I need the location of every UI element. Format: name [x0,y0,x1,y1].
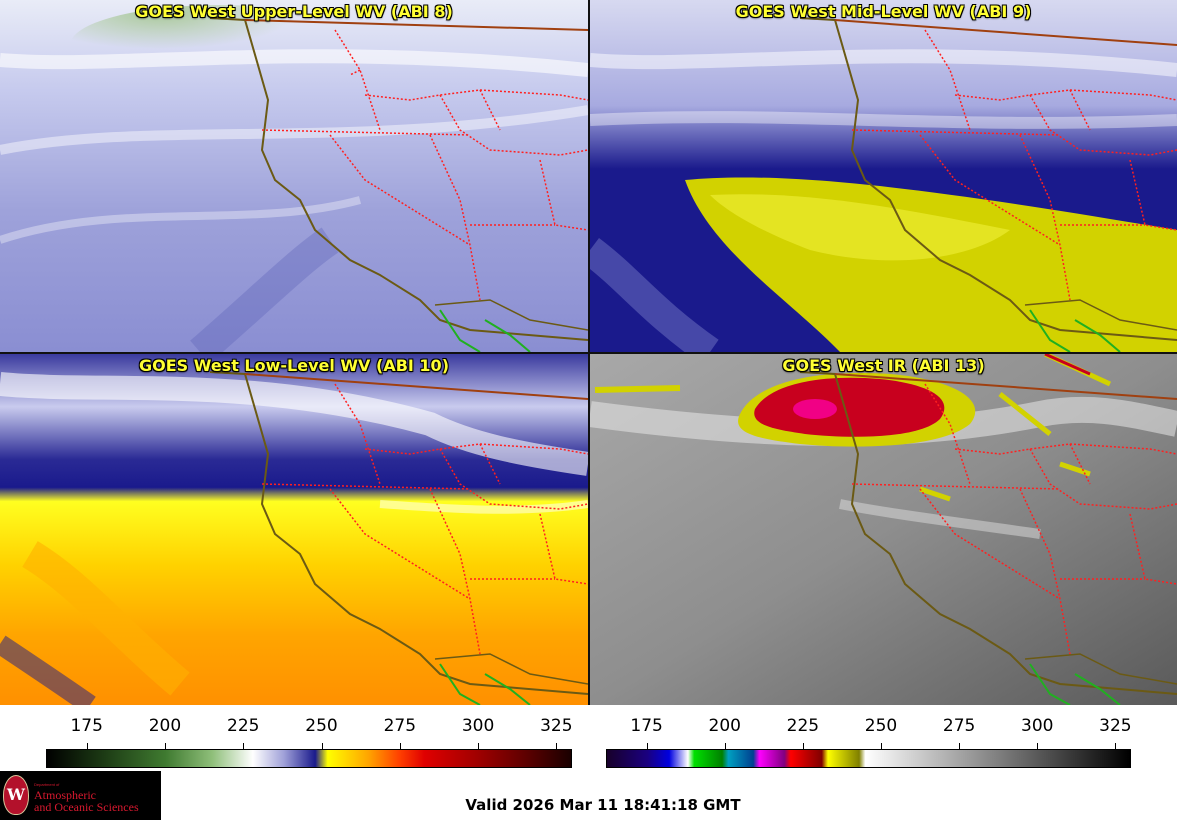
logo-line-1: Atmospheric [34,788,96,802]
mid-level-wv-title: GOES West Mid-Level WV (ABI 9) [735,2,1032,21]
logo-line-2: and Oceanic Sciences [34,800,139,814]
ir-panel: GOES West IR (ABI 13) [590,354,1177,705]
wv-tick-label-300: 300 [461,716,495,736]
ir-tick-mark [1037,743,1039,749]
ir-tick-mark [646,743,648,749]
wv-tick-label-275: 275 [383,716,417,736]
ir-tick-mark [881,743,882,749]
wv-colorbar-ticks: 175 200 225 250 275 300 325 [46,716,573,749]
mid-level-wv-image [590,0,1177,352]
wv-tick-mark [556,743,558,749]
ir-tick-label-275: 275 [942,716,976,736]
wv-tick-mark [399,743,401,749]
wv-tick-label-175: 175 [70,716,103,736]
ir-tick-label-175: 175 [630,716,663,736]
wv-tick-mark [164,743,166,749]
uw-seal-icon: W [3,775,29,815]
wv-tick-label-325: 325 [540,716,573,736]
ir-colorbar [606,749,1131,768]
low-level-wv-title: GOES West Low-Level WV (ABI 10) [138,356,449,375]
wv-tick-mark [321,743,323,749]
ir-tick-mark [1115,743,1117,749]
upper-level-wv-title: GOES West Upper-Level WV (ABI 8) [135,2,453,21]
ir-tick-label-225: 225 [786,716,820,736]
ir-tick-label-200: 200 [708,716,741,736]
wv-tick-label-250: 250 [305,716,338,736]
ir-tick-mark [724,743,726,749]
ir-title: GOES West IR (ABI 13) [782,356,985,375]
upper-level-wv-panel: GOES West Upper-Level WV (ABI 8) [0,0,588,352]
panel-divider-horizontal [0,352,1177,354]
mid-level-wv-panel: GOES West Mid-Level WV (ABI 9) [590,0,1177,352]
wv-tick-label-225: 225 [227,716,260,736]
wv-tick-mark [243,743,245,749]
ir-image [590,354,1177,705]
wv-tick-mark [478,743,480,749]
ir-tick-mark [802,743,804,749]
ir-tick-label-325: 325 [1099,716,1132,736]
valid-time: Valid 2026 Mar 11 18:41:18 GMT [465,796,741,814]
wv-colorbar [46,749,572,768]
ir-tick-mark [959,743,961,749]
ir-colorbar-ticks: 175 200 225 250 275 300 325 [606,716,1132,749]
wv-tick-mark [86,743,88,749]
low-level-wv-panel: GOES West Low-Level WV (ABI 10) [0,354,588,705]
upper-level-wv-image [0,0,588,352]
ir-tick-label-300: 300 [1021,716,1054,736]
ir-tick-label-250: 250 [864,716,898,736]
logo-department-text: Department of [34,782,60,787]
aos-logo: W Department of Atmospheric and Oceanic … [0,771,161,820]
low-level-wv-image [0,354,588,705]
wv-tick-label-200: 200 [148,716,182,736]
